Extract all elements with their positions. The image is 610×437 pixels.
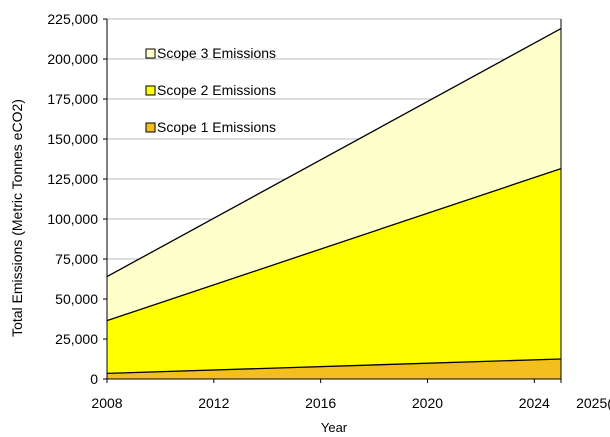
x-tick-label: 2012: [198, 395, 229, 411]
x-tick-label: 2008: [91, 395, 122, 411]
y-tick-label: 75,000: [55, 251, 98, 267]
x-tick-label: 2016: [305, 395, 336, 411]
y-tick-label: 225,000: [47, 11, 98, 27]
legend-swatch: [145, 48, 156, 59]
line-scope-1-emissions: [106, 358, 562, 375]
x-axis-title: Year: [321, 420, 348, 435]
y-tick-label: 0: [90, 371, 98, 387]
x-axis-ticks: 2008 2012 2016 2020 2024 2025(: [91, 379, 610, 411]
axes: [106, 19, 562, 380]
x-tick-label: 2025(: [576, 395, 610, 411]
legend-swatch: [145, 85, 156, 96]
y-axis-title: Total Emissions (Metric Tonnes eCO2): [9, 99, 25, 337]
legend-label: Scope 3 Emissions: [157, 45, 276, 61]
y-tick-label: 200,000: [47, 51, 98, 67]
y-tick-label: 150,000: [47, 131, 98, 147]
y-tick-label: 175,000: [47, 91, 98, 107]
series-boundary-lines: [106, 28, 562, 375]
line-scope-2-emissions: [106, 167, 562, 322]
y-tick-label: 25,000: [55, 331, 98, 347]
legend-label: Scope 1 Emissions: [157, 119, 276, 135]
stacked-areas: [107, 28, 561, 379]
legend: Scope 3 Emissions Scope 2 Emissions Scope …: [145, 45, 276, 135]
line-scope-3-emissions: [106, 28, 562, 278]
area-scope-2-emissions: [107, 168, 561, 374]
legend-swatch: [145, 122, 156, 133]
y-tick-label: 100,000: [47, 211, 98, 227]
area-scope-3-emissions: [107, 28, 561, 321]
area-scope-1-emissions: [107, 359, 561, 379]
y-tick-label: 125,000: [47, 171, 98, 187]
legend-label: Scope 2 Emissions: [157, 82, 276, 98]
y-axis-ticks: 0 25,000 50,000 75,000 100,000 125,000 150,000…: [47, 11, 107, 387]
x-tick-label: 2020: [412, 395, 443, 411]
x-tick-label: 2024: [519, 395, 550, 411]
y-tick-label: 50,000: [55, 291, 98, 307]
